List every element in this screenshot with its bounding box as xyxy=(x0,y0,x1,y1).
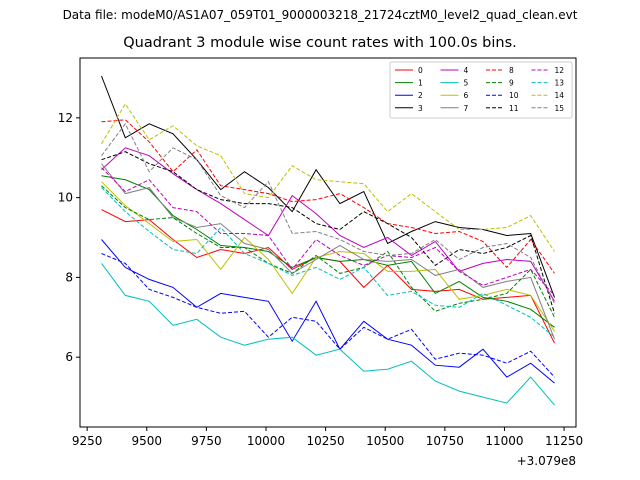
x-tick-label: 11000 xyxy=(485,434,523,448)
legend-label-7: 7 xyxy=(464,104,469,113)
legend-label-10: 10 xyxy=(509,91,519,100)
legend-label-2: 2 xyxy=(418,91,423,100)
legend-label-9: 9 xyxy=(509,79,514,88)
x-tick-label: 10500 xyxy=(366,434,404,448)
series-layer xyxy=(101,75,555,406)
series-line-5 xyxy=(101,263,555,406)
plot-frame xyxy=(79,57,577,428)
series-line-14 xyxy=(101,102,555,252)
legend-label-8: 8 xyxy=(509,66,514,75)
series-line-13 xyxy=(101,187,555,338)
series-line-2 xyxy=(101,239,555,384)
y-tick-label: 10 xyxy=(58,191,73,205)
suptitle: Data file: modeM0/AS1A07_059T01_90000032… xyxy=(62,8,578,22)
series-line-12 xyxy=(101,167,555,296)
legend-label-0: 0 xyxy=(418,66,423,75)
legend-label-14: 14 xyxy=(555,91,565,100)
legend-label-4: 4 xyxy=(464,66,469,75)
series-line-1 xyxy=(101,175,555,328)
legend-label-13: 13 xyxy=(555,79,565,88)
legend-label-11: 11 xyxy=(509,104,519,113)
x-tick-label: 10250 xyxy=(307,434,345,448)
y-tick-label: 12 xyxy=(58,111,73,125)
legend-label-3: 3 xyxy=(418,104,423,113)
x-tick-label: 9750 xyxy=(191,434,222,448)
x-tick-label: 10750 xyxy=(426,434,464,448)
y-tick-label: 6 xyxy=(65,350,73,364)
x-offset-label: +3.079e8 xyxy=(517,454,576,468)
legend-label-6: 6 xyxy=(464,91,469,100)
series-line-4 xyxy=(101,147,555,302)
legend-label-15: 15 xyxy=(555,104,565,113)
legend-box xyxy=(389,61,573,119)
series-line-6 xyxy=(101,181,555,332)
series-line-10 xyxy=(101,253,555,378)
series-line-7 xyxy=(101,163,555,340)
y-tick-label: 8 xyxy=(65,270,73,284)
axis-layer: 9250 9500 9750 10000 10250 10500 10750 11000 112… xyxy=(58,111,583,468)
series-line-9 xyxy=(101,185,555,318)
legend-label-5: 5 xyxy=(464,79,469,88)
x-tick-label: 10000 xyxy=(247,434,285,448)
legend-label-12: 12 xyxy=(555,66,565,75)
legend-label-1: 1 xyxy=(418,79,423,88)
x-tick-label: 11250 xyxy=(545,434,583,448)
series-line-11 xyxy=(101,151,555,314)
x-tick-label: 9250 xyxy=(72,434,103,448)
chart-title: Quadrant 3 module wise count rates with … xyxy=(123,35,517,51)
x-tick-label: 9500 xyxy=(131,434,162,448)
series-line-8 xyxy=(101,119,555,274)
